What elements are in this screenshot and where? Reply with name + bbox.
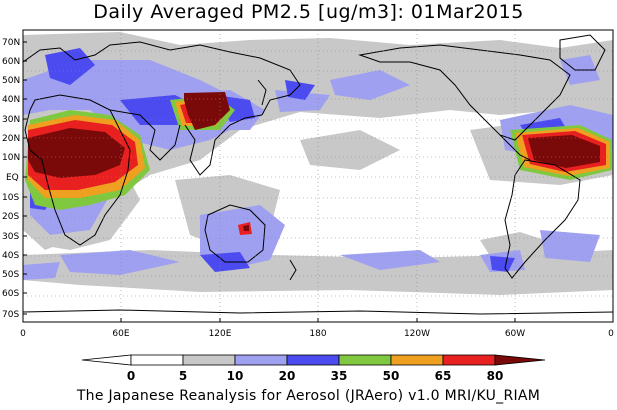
colorbar-label: 50: [383, 369, 400, 383]
lat-label: 50S: [2, 270, 19, 280]
colorbar: 0 5 10 20 35 50 65 80: [81, 354, 546, 383]
colorbar-label: 80: [487, 369, 504, 383]
lat-label: 70N: [2, 38, 20, 48]
grid: [23, 30, 613, 322]
colorbar-label: 0: [127, 369, 135, 383]
axis-ticks: [23, 41, 516, 322]
colorbar-label: 10: [227, 369, 244, 383]
colorbar-swatch: [130, 354, 184, 366]
colorbar-swatch: [442, 354, 496, 366]
lat-labels: 70N 60N 50N 40N 30N 20N 10N EQ 10S 20S 3…: [2, 38, 20, 320]
plot-title: Daily Averaged PM2.5 [ug/m3]: 01Mar2015: [93, 1, 524, 23]
map-fields: [23, 30, 613, 322]
lat-label: 30S: [2, 232, 19, 242]
lon-label: 0: [608, 329, 614, 339]
lat-label: 40N: [2, 95, 20, 105]
colorbar-swatch: [338, 354, 392, 366]
lon-label: 0: [20, 329, 26, 339]
lat-label: 50N: [2, 76, 20, 86]
lat-label: 60N: [2, 57, 20, 67]
lat-label: 20N: [2, 134, 20, 144]
lat-label: 10N: [2, 153, 20, 163]
colorbar-label: 35: [331, 369, 348, 383]
lon-label: 120W: [404, 329, 430, 339]
lat-label: 40S: [2, 251, 19, 261]
lon-label: 60W: [505, 329, 525, 339]
colorbar-label: 20: [279, 369, 296, 383]
lat-label: 10S: [2, 193, 19, 203]
footer-credit: The Japanese Reanalysis for Aerosol (JRA…: [76, 388, 541, 404]
lat-label: 20S: [2, 212, 19, 222]
colorbar-swatch: [494, 354, 546, 366]
pm25-field-darkred: [28, 92, 600, 231]
lat-label: 60S: [2, 289, 19, 299]
colorbar-label: 65: [435, 369, 452, 383]
lat-label: 70S: [2, 310, 19, 320]
lat-label: 30N: [2, 115, 20, 125]
colorbar-label: 5: [179, 369, 187, 383]
lon-labels: 0 60E 120E 180 120W 60W 0: [20, 329, 614, 339]
colorbar-swatch: [286, 354, 340, 366]
lon-label: 120E: [209, 329, 232, 339]
colorbar-swatch: [182, 354, 236, 366]
lat-label: EQ: [6, 173, 19, 183]
colorbar-swatch: [81, 354, 132, 366]
colorbar-swatch: [234, 354, 288, 366]
colorbar-swatch: [390, 354, 444, 366]
lon-label: 60E: [112, 329, 129, 339]
lon-label: 180: [309, 329, 326, 339]
